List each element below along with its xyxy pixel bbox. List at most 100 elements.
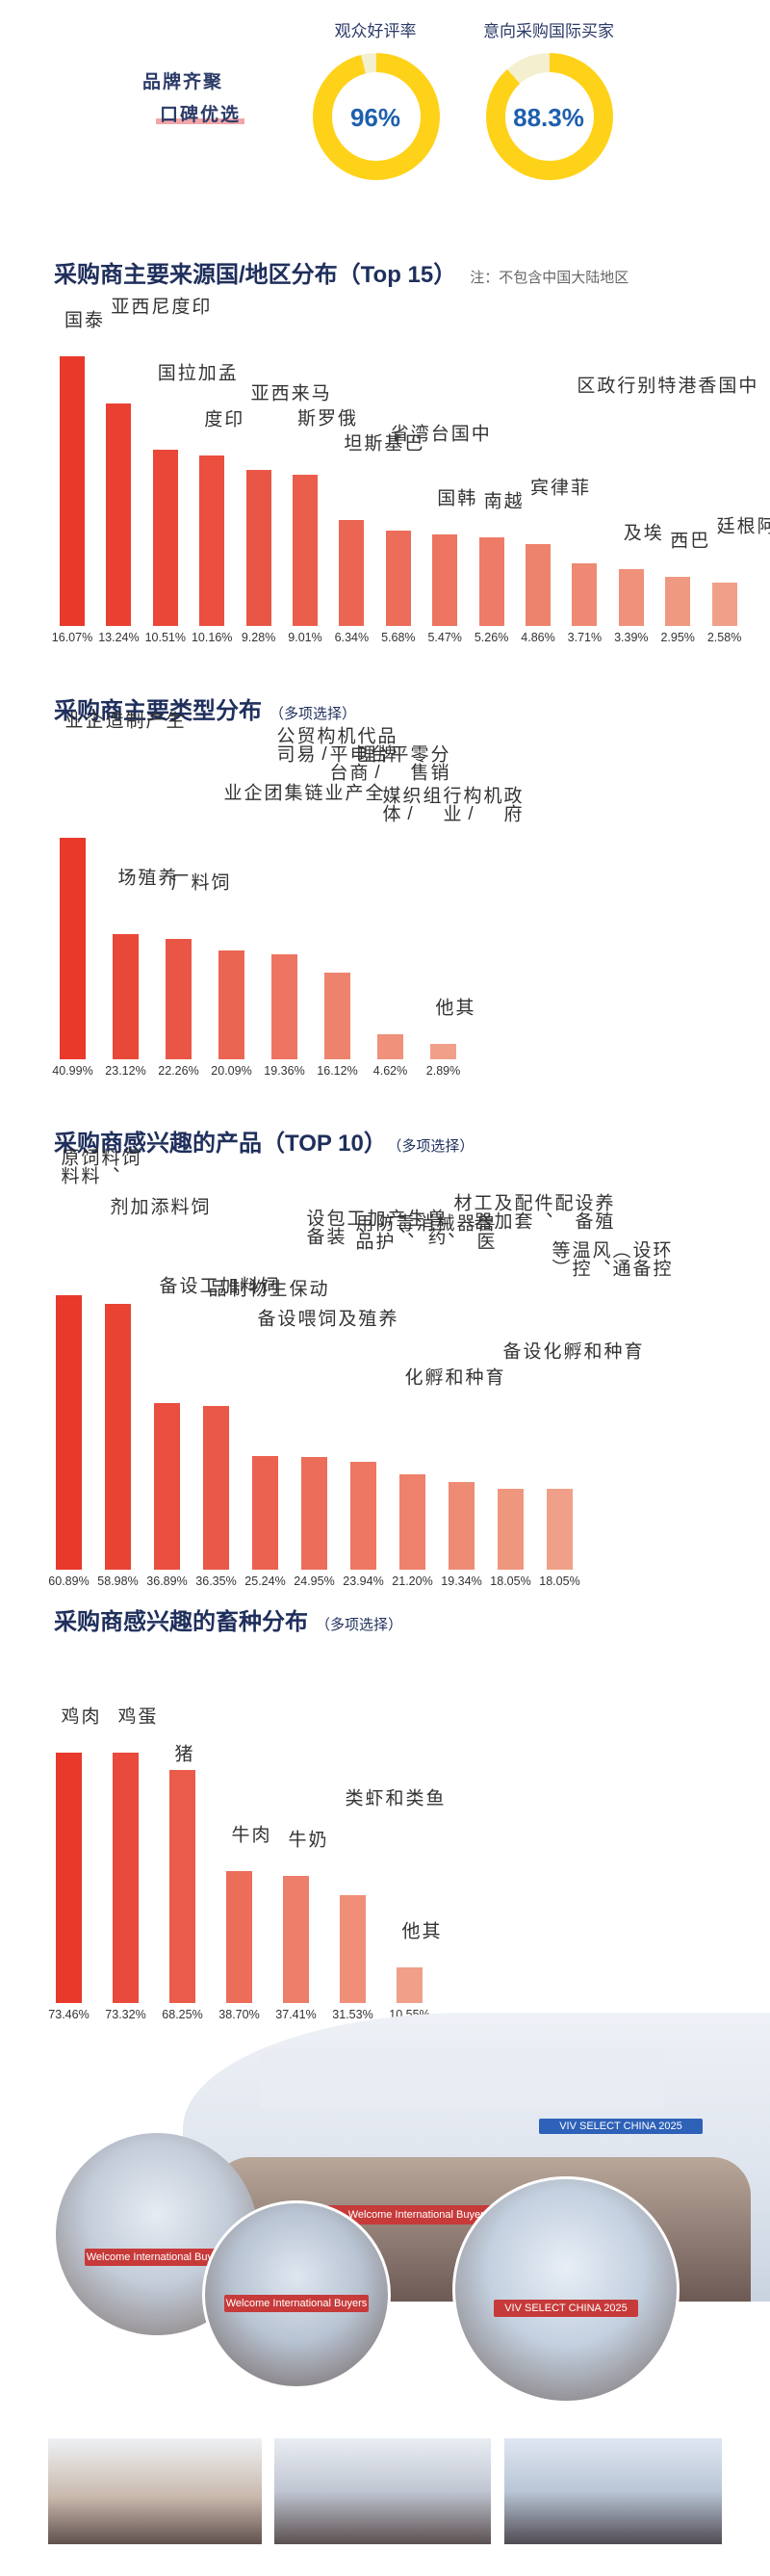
bar-species-4 (283, 1875, 309, 2003)
bar-value-species-0: 73.46% (48, 2008, 90, 2021)
bar-label-species-2: 猪 (171, 1744, 192, 1763)
bar-label-products-8: 养殖设备配件、配套及加工器材 (450, 1193, 613, 1231)
bar-label-products-4: 养殖及饲喂设备 (254, 1308, 397, 1327)
bar-value-products-0: 60.89% (48, 1574, 90, 1588)
bar-value-type-7: 2.89% (425, 1064, 461, 1078)
bar-products-3 (203, 1405, 229, 1570)
circle3-banner: VIV SELECT CHINA 2025 (494, 2300, 638, 2317)
bar-type-4 (271, 954, 297, 1059)
bar-label-type-6: 政府机构/行业组织/媒体 (379, 786, 522, 825)
bar-value-species-5: 31.53% (332, 2008, 373, 2021)
bar-origin-6 (339, 519, 365, 626)
bar-label-species-1: 蛋鸡 (115, 1706, 156, 1726)
bar-label-type-4: 品牌代理机构/贸易公司 (273, 726, 396, 766)
bar-value-origin-8: 5.47% (427, 631, 462, 644)
brand-tagline-1: 品牌齐聚 (142, 72, 224, 92)
bar-value-products-1: 58.98% (97, 1574, 139, 1588)
bar-label-products-10: 环控设备（通风、温控等） (549, 1239, 671, 1277)
bar-label-type-3: 全产业链集团企业 (220, 783, 383, 802)
bar-products-9 (498, 1488, 524, 1570)
bar-label-origin-4: 马来西亚 (247, 383, 329, 403)
bar-origin-4 (245, 470, 271, 626)
bar-label-type-7: 其他 (432, 997, 474, 1016)
bar-origin-3 (199, 455, 225, 626)
bar-products-2 (154, 1403, 180, 1570)
bar-value-species-3: 38.70% (218, 2008, 260, 2021)
circle2-banner: Welcome International Buyers (224, 2295, 369, 2312)
bar-label-type-2: 饲料厂 (167, 872, 229, 892)
bar-value-type-4: 19.36% (264, 1064, 305, 1078)
species-chart-title: 采购商感兴趣的畜种分布 （多项选择） (54, 1602, 402, 1636)
bar-value-type-0: 40.99% (52, 1064, 93, 1078)
bar-value-products-2: 36.89% (146, 1574, 188, 1588)
bar-products-7 (399, 1473, 425, 1570)
bar-label-origin-10: 菲律宾 (527, 478, 588, 497)
bar-value-products-10: 18.05% (539, 1574, 580, 1588)
bar-value-species-2: 68.25% (162, 2008, 203, 2021)
bar-label-origin-7: 中国台湾省 (387, 424, 489, 443)
brand-tagline-2: 口碑优选 (155, 100, 245, 126)
bar-type-3 (218, 950, 244, 1059)
bar-label-origin-11: 中国香港特别行政区 (574, 376, 757, 395)
bar-value-products-9: 18.05% (490, 1574, 531, 1588)
bar-label-type-1: 养殖场 (115, 868, 176, 887)
hall-ceiling (260, 2051, 664, 2109)
bar-label-products-6: 兽医器械、消毒、防护用品 (352, 1212, 495, 1250)
products-title-text: 采购商感兴趣的产品（TOP 10） (54, 1131, 387, 1157)
bar-label-species-5: 鱼类和虾类 (342, 1788, 444, 1808)
bar-value-origin-3: 10.16% (191, 631, 233, 644)
bar-products-4 (252, 1455, 278, 1570)
bar-products-0 (56, 1295, 82, 1570)
bar-products-8 (449, 1482, 475, 1570)
bar-value-origin-5: 9.01% (288, 631, 322, 644)
bar-products-10 (547, 1488, 573, 1570)
satisfaction-ring (313, 53, 440, 180)
bar-label-origin-0: 泰国 (62, 310, 102, 328)
bar-value-origin-9: 5.26% (474, 631, 509, 644)
bar-origin-10 (526, 544, 551, 626)
bar-type-1 (113, 934, 139, 1059)
bar-value-origin-0: 16.07% (51, 631, 93, 644)
bar-value-origin-13: 2.95% (660, 631, 695, 644)
kpi-value-satisfaction: 96% (349, 103, 401, 132)
bottom-photo-1 (48, 2438, 262, 2544)
bar-label-type-0: 生产制造企业 (62, 711, 184, 729)
bar-label-products-1: 饲料添加剂 (107, 1196, 209, 1215)
welcome-banner-main: Welcome International Buyers (327, 2205, 510, 2225)
bar-type-2 (166, 939, 192, 1059)
bar-value-products-3: 36.35% (195, 1574, 237, 1588)
bar-value-products-6: 23.94% (343, 1574, 384, 1588)
bar-origin-2 (152, 449, 178, 626)
bar-label-origin-8: 韩国 (434, 487, 475, 507)
type-chart-title: 采购商主要类型分布 （多项选择） (54, 691, 356, 725)
buyers-circle-photo-2: Welcome International Buyers (202, 2200, 391, 2389)
bar-label-products-0: 饲料、饲料原料 (58, 1148, 140, 1184)
bar-origin-8 (432, 533, 458, 626)
bar-origin-14 (711, 583, 737, 626)
kpi-label-satisfaction: 观众好评率 (334, 22, 417, 40)
bar-type-5 (324, 972, 350, 1059)
bar-value-origin-12: 3.39% (614, 631, 649, 644)
bar-label-origin-5: 俄罗斯 (295, 408, 355, 427)
kpi-label-buyers: 意向采购国际买家 (483, 22, 614, 40)
bar-products-6 (350, 1461, 376, 1570)
bar-origin-1 (106, 403, 132, 626)
bar-origin-9 (478, 537, 504, 626)
bar-label-origin-3: 印度 (201, 408, 243, 428)
bar-type-0 (60, 838, 86, 1059)
species-title-text: 采购商感兴趣的畜种分布 (54, 1609, 308, 1635)
bar-value-origin-2: 10.51% (144, 631, 186, 644)
circle1-banner: Welcome International Buyers (85, 2249, 229, 2266)
bar-value-origin-6: 6.34% (334, 631, 370, 644)
bottom-photo-2 (274, 2438, 491, 2544)
bar-value-type-3: 20.09% (211, 1064, 252, 1078)
bar-species-2 (169, 1770, 195, 2003)
bar-value-species-4: 37.41% (275, 2008, 317, 2021)
bar-species-0 (56, 1753, 82, 2003)
origin-note: 注：不包含中国大陆地区 (470, 270, 629, 286)
bar-value-origin-10: 4.86% (521, 631, 555, 644)
bar-value-type-6: 4.62% (372, 1064, 408, 1078)
bar-label-species-6: 其他 (398, 1920, 440, 1939)
type-sub: （多项选择） (270, 706, 357, 722)
bar-species-5 (340, 1895, 366, 2003)
